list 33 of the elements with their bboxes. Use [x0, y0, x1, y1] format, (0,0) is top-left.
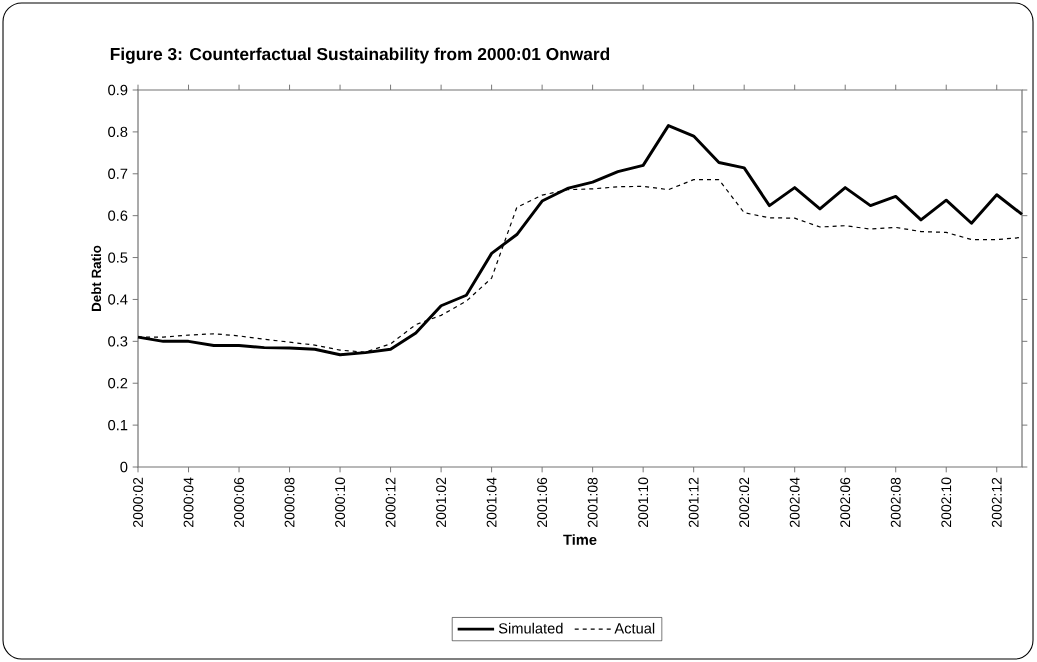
legend-label: Simulated	[498, 622, 563, 634]
x-tick-label: 2001:02	[436, 477, 447, 527]
y-tick-label: 0.9	[108, 84, 128, 96]
x-tick-label: 2002:12	[991, 477, 1002, 527]
legend-label: Actual	[614, 622, 655, 634]
x-tick-label: 2001:06	[537, 477, 548, 527]
x-tick-label: 2002:10	[941, 477, 952, 527]
x-tick-label: 2001:12	[688, 477, 699, 527]
x-axis-title: Time	[563, 534, 597, 545]
y-axis-title: Debt Ratio	[91, 245, 102, 311]
y-tick-label: 0.8	[108, 126, 128, 138]
x-tick-label: 2000:06	[234, 477, 244, 527]
y-tick-label: 0.7	[108, 168, 128, 179]
y-tick-label: 0.6	[108, 210, 128, 221]
x-tick-label: 2001:08	[587, 477, 598, 527]
x-tick-label: 2001:04	[486, 477, 497, 527]
x-tick-label: 2001:10	[638, 477, 649, 527]
x-tick-label: 2002:02	[739, 477, 750, 527]
x-tick-label: 2000:10	[335, 477, 346, 527]
x-tick-label: 2000:02	[133, 477, 143, 527]
y-tick-label: 0.4	[108, 294, 128, 305]
x-tick-label: 2000:12	[385, 477, 396, 527]
chart-title: Figure 3: Counterfactual Sustainability from 2000:01 Onward	[110, 47, 610, 64]
x-tick-label: 2002:04	[789, 477, 800, 527]
x-tick-label: 2000:08	[284, 477, 295, 527]
y-tick-label: 0	[120, 461, 128, 473]
y-tick-label: 0.1	[108, 419, 128, 431]
y-tick-label: 0.3	[108, 336, 128, 347]
y-tick-label: 0.5	[108, 252, 128, 263]
y-tick-label: 0.2	[108, 378, 128, 389]
x-tick-label: 2002:06	[840, 477, 851, 527]
x-tick-label: 2002:08	[890, 477, 901, 527]
x-tick-label: 2000:04	[183, 477, 194, 527]
